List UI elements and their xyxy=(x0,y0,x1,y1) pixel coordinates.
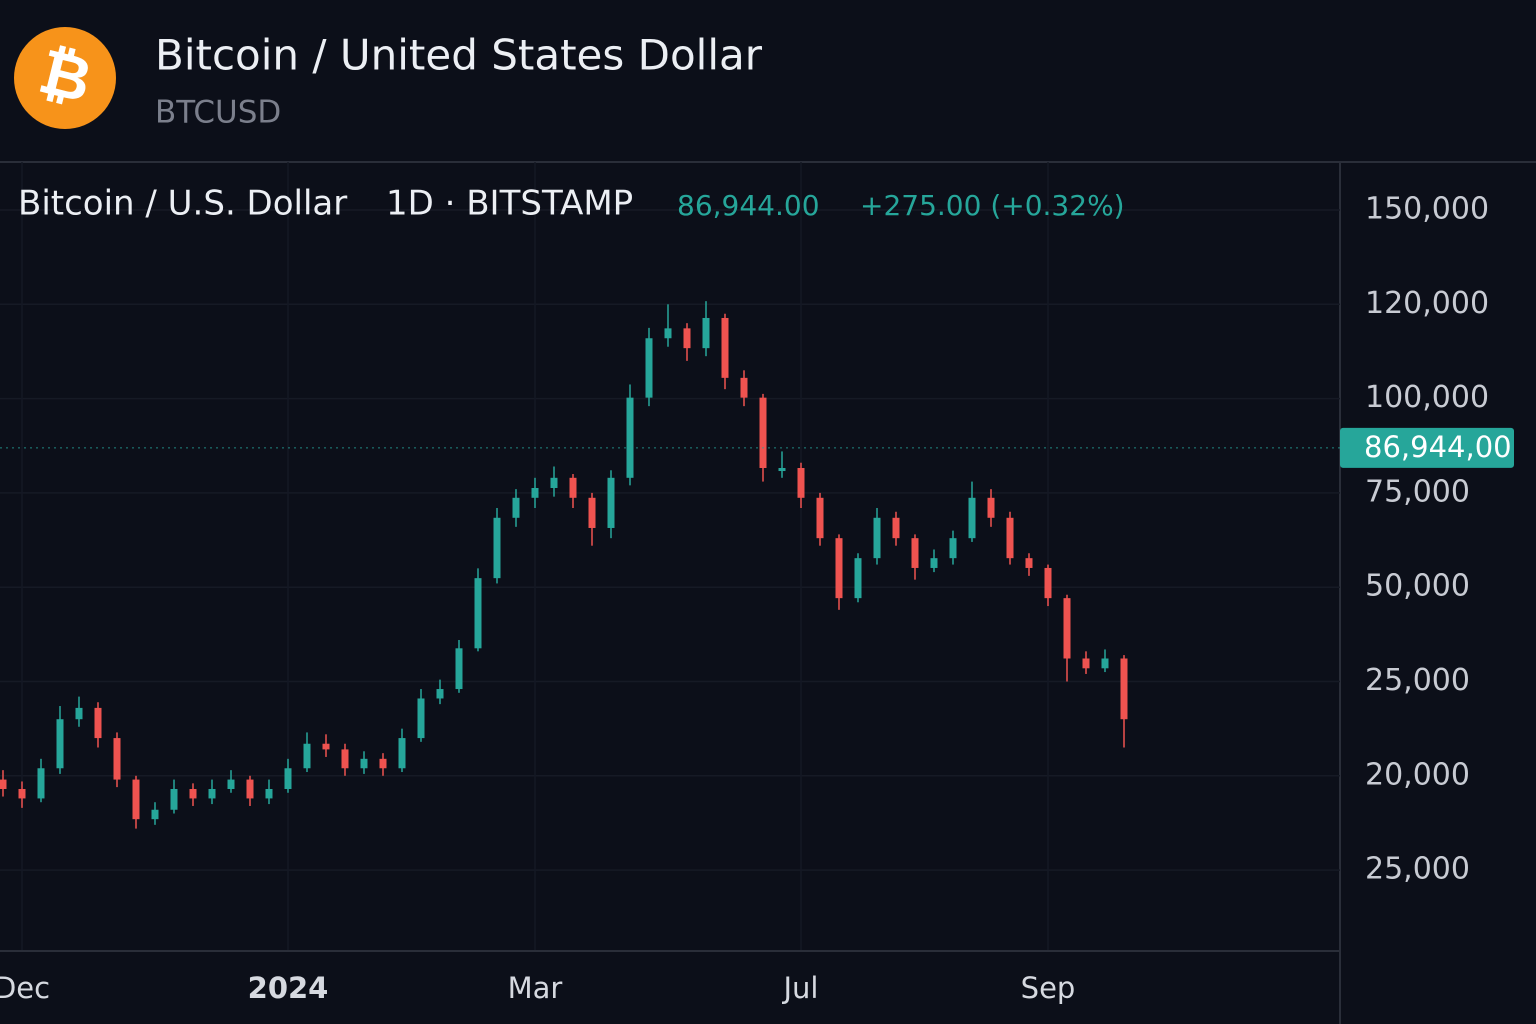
candle-body xyxy=(911,538,919,568)
candle-body xyxy=(607,477,615,528)
x-tick-label: Mar xyxy=(508,971,563,1005)
candle-body xyxy=(18,789,26,799)
candle-body xyxy=(721,317,729,378)
candle-body xyxy=(740,377,748,398)
candle-body xyxy=(75,707,83,720)
y-tick-label: 120,000 xyxy=(1365,286,1489,321)
chart-title: Bitcoin / U.S. Dollar xyxy=(18,184,347,224)
candle-body xyxy=(569,477,577,498)
chart-interval: 1D · BITSTAMP xyxy=(386,184,633,224)
candle-body xyxy=(797,468,805,498)
candle-body xyxy=(835,538,843,599)
candle-body xyxy=(284,768,292,790)
candle-body xyxy=(455,648,463,690)
candle-body xyxy=(94,707,102,739)
candle-body xyxy=(1063,598,1071,659)
candle-body xyxy=(1082,658,1090,669)
candle-body xyxy=(626,397,634,478)
candle-body xyxy=(854,558,862,599)
candle-body xyxy=(360,758,368,769)
header-title: Bitcoin / United States Dollar xyxy=(155,31,763,80)
y-tick-label: 20,000 xyxy=(1365,757,1470,792)
candle-body xyxy=(474,578,482,649)
x-tick-label: 2024 xyxy=(248,971,329,1005)
candle-body xyxy=(759,397,767,469)
y-tick-label: 150,000 xyxy=(1365,192,1489,227)
candle-body xyxy=(645,338,653,398)
grid xyxy=(0,162,1340,950)
candle-body xyxy=(683,328,691,349)
candle-body xyxy=(379,758,387,769)
candle-body xyxy=(170,789,178,810)
last-price-tag-label: 86,944,00 xyxy=(1364,430,1512,464)
candle-body xyxy=(816,497,824,539)
candle-body xyxy=(341,749,349,769)
candle-body xyxy=(0,779,7,790)
candle-body xyxy=(702,317,710,349)
candle-body xyxy=(892,517,900,539)
x-tick-label: Dec xyxy=(0,971,50,1005)
x-tick-label: Jul xyxy=(782,971,819,1005)
candle-body xyxy=(208,789,216,799)
candle-body xyxy=(778,468,786,472)
candle-body xyxy=(1101,658,1109,669)
candle-body xyxy=(246,779,254,799)
candle-body xyxy=(398,738,406,769)
candle-body xyxy=(417,698,425,739)
candle-body xyxy=(987,497,995,518)
y-tick-label: 100,000 xyxy=(1365,380,1489,415)
candle-body xyxy=(37,768,45,799)
y-tick-label: 25,000 xyxy=(1365,663,1470,698)
candle-body xyxy=(151,809,159,820)
candle-body xyxy=(1006,517,1014,559)
candle-body xyxy=(531,487,539,498)
plot xyxy=(0,301,1340,829)
last-price-tag xyxy=(1340,427,1514,468)
candle-body xyxy=(189,789,197,799)
y-tick-label: 75,000 xyxy=(1365,474,1470,509)
candle-body xyxy=(322,743,330,750)
candle-body xyxy=(949,538,957,559)
candle-body xyxy=(436,689,444,699)
candle-body xyxy=(56,719,64,769)
candle-body xyxy=(512,497,520,518)
candle-body xyxy=(265,789,273,799)
candle-body xyxy=(1025,558,1033,568)
candle-body xyxy=(930,558,938,568)
candle-body xyxy=(113,738,121,780)
candle-body xyxy=(968,497,976,539)
candle-body xyxy=(227,779,235,790)
logo xyxy=(14,27,116,129)
x-tick-label: Sep xyxy=(1021,971,1076,1005)
candle-body xyxy=(132,779,140,820)
candle-body xyxy=(1044,567,1052,599)
candle-body xyxy=(588,497,596,528)
header-ticker: BTCUSD xyxy=(155,95,281,131)
y-tick-label: 50,000 xyxy=(1365,569,1470,604)
y-tick-label: 25,000 xyxy=(1365,852,1470,887)
candle-body xyxy=(303,743,311,769)
candle-body xyxy=(873,517,881,559)
candle-body xyxy=(493,517,501,579)
candle-body xyxy=(550,477,558,488)
candle-body xyxy=(1120,658,1128,720)
price-change: +275.00 (+0.32%) xyxy=(860,189,1125,222)
last-price: 86,944.00 xyxy=(677,189,820,222)
candle-body xyxy=(664,328,672,339)
